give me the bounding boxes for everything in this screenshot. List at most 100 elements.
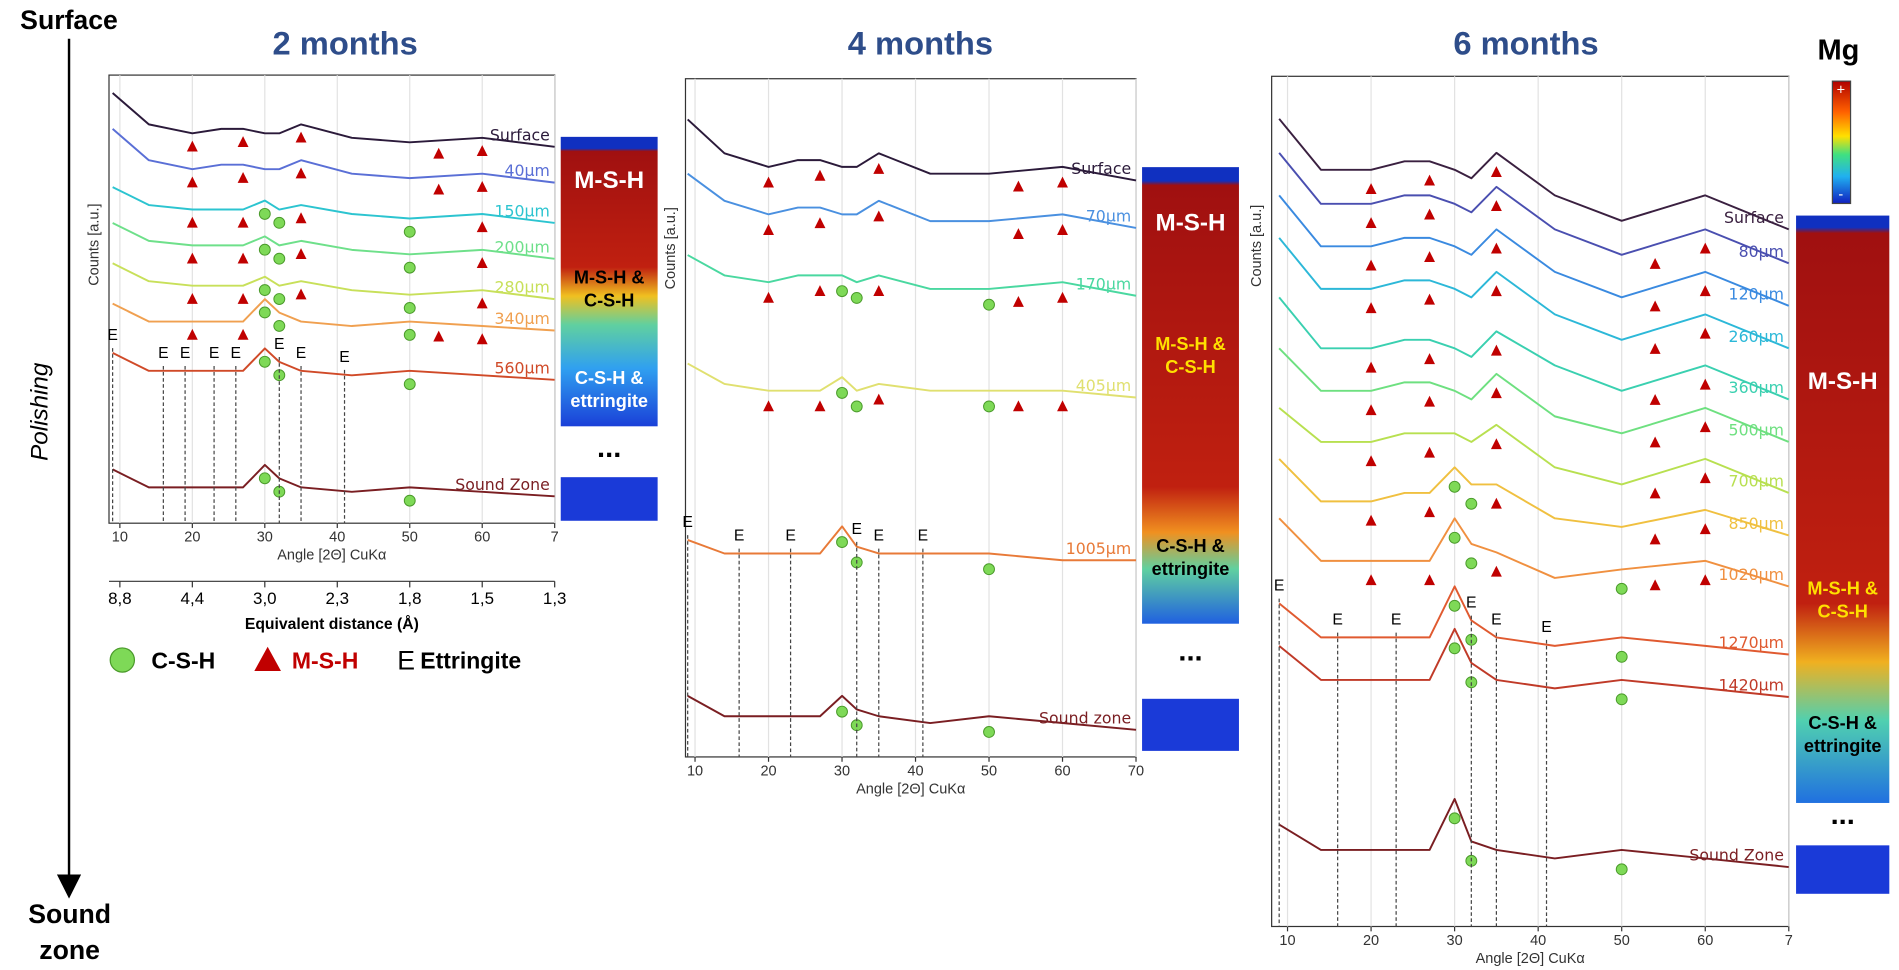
series-label: 280µm xyxy=(494,278,549,297)
csh-marker xyxy=(1448,531,1461,544)
series-line xyxy=(1278,585,1789,656)
x-tick-label: 40 xyxy=(1530,933,1546,949)
sound-zone-map xyxy=(1796,845,1890,894)
msh-marker xyxy=(1365,404,1377,416)
series-label: 1420µm xyxy=(1719,676,1784,695)
map-label: ettringite xyxy=(1804,736,1882,756)
x-tick-label: 60 xyxy=(474,530,490,546)
msh-marker xyxy=(1490,242,1502,254)
ettringite-label: E xyxy=(107,327,118,344)
x-axis-label: Angle [2Θ] CuKα xyxy=(856,781,965,797)
ettringite-label: E xyxy=(1391,612,1402,629)
msh-marker xyxy=(763,291,774,303)
y-axis-label: Counts [a.u.] xyxy=(663,207,679,289)
msh-marker xyxy=(1365,217,1377,229)
msh-marker xyxy=(814,285,826,296)
series-line xyxy=(1278,118,1790,231)
msh-marker xyxy=(1490,565,1502,577)
msh-marker xyxy=(295,212,307,224)
csh-marker xyxy=(258,472,271,485)
msh-marker xyxy=(1649,300,1661,312)
series-label: 405µm xyxy=(1076,376,1131,395)
ettringite-label: E xyxy=(874,528,885,545)
series-label: Sound zone xyxy=(1039,708,1131,727)
series-label: 1020µm xyxy=(1719,565,1784,584)
msh-marker xyxy=(1365,574,1377,586)
series-label: Surface xyxy=(1071,159,1131,178)
msh-marker xyxy=(1365,455,1377,467)
msh-marker xyxy=(1490,200,1502,212)
csh-marker xyxy=(836,705,848,718)
csh-marker xyxy=(836,536,848,549)
msh-marker xyxy=(1649,579,1661,591)
msh-marker xyxy=(1365,302,1377,314)
map-label: C-S-H xyxy=(1165,357,1215,377)
msh-marker xyxy=(476,333,488,345)
msh-marker xyxy=(237,216,249,228)
map-label: M-S-H xyxy=(574,167,644,194)
series-label: 80µm xyxy=(1739,242,1784,261)
ettringite-label: E xyxy=(209,345,220,362)
series-label: 260µm xyxy=(1729,327,1784,346)
csh-marker xyxy=(836,386,848,399)
x2-tick-label: 1,3 xyxy=(543,589,567,608)
msh-marker xyxy=(763,224,774,235)
msh-marker xyxy=(1012,295,1024,307)
msh-marker xyxy=(873,163,885,174)
x2-tick-label: 3,0 xyxy=(253,589,277,608)
series-label: 200µm xyxy=(494,237,549,256)
x2-tick-label: 1,8 xyxy=(398,589,422,608)
x-tick-label: 40 xyxy=(907,763,923,779)
series-label: 170µm xyxy=(1076,274,1131,293)
series-line xyxy=(1278,194,1790,307)
map-label: C-S-H & xyxy=(1156,536,1225,556)
msh-marker xyxy=(763,176,774,188)
csh-marker xyxy=(273,252,286,265)
legend-e-icon: E xyxy=(397,646,415,676)
msh-marker xyxy=(1699,523,1711,535)
legend-csh: C-S-H xyxy=(151,648,215,674)
depth-middle: Polishing xyxy=(27,362,54,461)
series-label: 120µm xyxy=(1729,284,1784,303)
plot-frame xyxy=(684,78,1137,758)
csh-marker xyxy=(1615,693,1628,706)
ettringite-label: E xyxy=(734,528,745,545)
msh-marker xyxy=(1424,251,1436,263)
ettringite-label: E xyxy=(918,528,929,545)
csh-marker xyxy=(1465,497,1478,510)
csh-marker xyxy=(403,494,416,507)
msh-marker xyxy=(1649,393,1661,405)
series-line xyxy=(111,92,555,148)
msh-marker xyxy=(1699,574,1711,586)
msh-marker xyxy=(1365,259,1377,271)
msh-marker xyxy=(295,131,307,143)
legend-csh-icon xyxy=(109,647,136,673)
ettringite-label: E xyxy=(296,345,307,362)
map-ellipsis: ... xyxy=(1178,635,1202,667)
msh-marker xyxy=(433,330,445,342)
csh-marker xyxy=(258,207,271,220)
msh-marker xyxy=(1424,574,1436,586)
series-line xyxy=(112,298,555,332)
msh-marker xyxy=(1424,353,1436,365)
series-label: 850µm xyxy=(1729,514,1784,533)
csh-marker xyxy=(403,302,416,314)
csh-marker xyxy=(1448,812,1461,825)
msh-marker xyxy=(1057,400,1068,412)
series-label: Surface xyxy=(1724,208,1784,227)
map-label: M-S-H & xyxy=(574,267,645,287)
colorbar-min: - xyxy=(1838,187,1843,203)
map-label: M-S-H xyxy=(1156,209,1226,236)
series-line xyxy=(112,347,555,381)
x-tick-label: 50 xyxy=(981,763,997,779)
csh-marker xyxy=(258,306,271,319)
series-label: 40µm xyxy=(504,161,549,180)
msh-marker xyxy=(1699,285,1711,297)
csh-marker xyxy=(850,291,863,304)
ettringite-label: E xyxy=(1332,612,1343,629)
map-ellipsis: ... xyxy=(1831,799,1855,831)
x-tick-label: 10 xyxy=(687,763,703,779)
series-label: Sound Zone xyxy=(455,475,550,494)
msh-marker xyxy=(295,167,307,179)
